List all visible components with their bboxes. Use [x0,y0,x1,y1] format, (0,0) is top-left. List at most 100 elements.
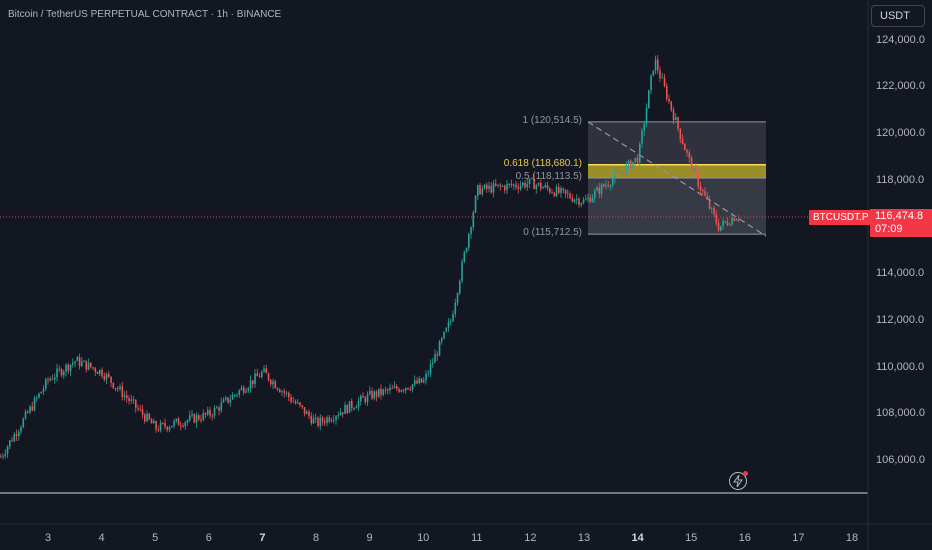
candle-body [427,373,430,375]
time-axis-label: 15 [685,532,698,544]
candle-body [346,404,349,413]
candle-body [465,247,468,253]
candle-body [591,197,594,203]
candle-body [578,198,580,205]
candle-body [2,455,4,457]
candle-body [371,390,373,399]
candle-body [27,411,29,413]
candle-body [74,361,76,363]
fib-retracement[interactable] [587,121,767,237]
candle-body [697,174,700,187]
candle-body [436,354,439,356]
candle-body [292,401,295,403]
candle-body [76,357,79,362]
candle-body [150,419,153,424]
candle-body [171,425,173,428]
candle-body [729,224,731,226]
candle-body [99,369,101,374]
candle-body [632,161,634,169]
candle-body [65,364,67,372]
candle-body [56,368,58,378]
candle-body [310,416,313,424]
candle-body [501,186,504,188]
candle-body [526,183,529,188]
time-axis-label: 11 [471,532,483,544]
candle-body [353,408,355,410]
fib-level-label: 0 (115,712.5) [523,227,582,239]
time-axis-label: 16 [738,532,751,544]
candle-body [623,171,625,174]
candle-body [715,214,718,224]
candle-body [652,70,655,76]
candle-body [375,391,378,397]
candle-body [123,395,126,398]
candle-body [135,399,137,408]
candle-body [418,378,421,384]
candle-body [54,377,56,380]
candle-body [661,77,664,79]
time-axis-label: 4 [98,532,105,544]
candle-body [182,425,184,427]
candle-body [630,160,632,169]
candle-body [20,427,22,432]
candle-body [0,456,2,458]
time-axis-label: 13 [577,532,591,544]
candle-body [148,413,151,420]
candle-body [146,413,148,422]
candle-body [713,207,715,215]
lightning-icon[interactable] [729,471,748,490]
chart-title[interactable]: Bitcoin / TetherUS PERPETUAL CONTRACT · … [8,9,282,20]
candle-body [258,376,261,378]
candle-body [202,412,205,421]
candle-body [312,418,315,424]
candle-body [58,368,61,370]
price-axis-label: 112,000.0 [876,313,925,326]
candle-body [544,185,547,188]
candle-body [434,354,436,363]
candle-body [387,389,389,391]
candle-body [414,380,416,385]
candle-body [105,374,108,380]
candle-body [9,440,11,447]
candle-body [549,188,551,193]
candle-body [96,371,99,374]
candle-body [173,421,175,426]
candle-body [357,401,360,408]
candle-body [636,157,639,163]
candle-body [659,70,661,79]
fib-level-label: 1 (120,514.5) [522,114,583,126]
candle-body [461,261,463,281]
time-axis-label: 12 [524,532,537,544]
candle-body [474,196,477,213]
candle-body [612,178,614,186]
candle-body [738,219,740,221]
candle-body [130,399,133,401]
candle-body [137,407,139,409]
candle-body [112,382,115,389]
candle-body [207,409,209,415]
candle-body [261,371,263,378]
candle-body [276,388,279,390]
time-axis-label: 10 [417,532,430,544]
candle-body [614,172,616,179]
candle-body [452,314,454,322]
candle-body [708,199,711,209]
current-price: 116,474.8 [875,210,924,222]
candle-body [270,380,272,385]
price-axis-label: 122,000.0 [876,80,925,93]
candle-body [499,184,502,187]
candle-body [78,357,81,366]
candle-body [589,197,592,203]
candle-body [468,234,470,248]
candle-body [528,178,531,184]
candle-body [542,187,544,189]
candle-body [679,128,682,139]
candle-body [405,388,407,391]
candle-body [81,361,83,366]
candle-body [330,420,333,422]
currency-button[interactable]: USDT [871,5,925,27]
fib-zone-upper [588,121,766,165]
candle-body [373,391,376,399]
candle-body [110,376,112,383]
